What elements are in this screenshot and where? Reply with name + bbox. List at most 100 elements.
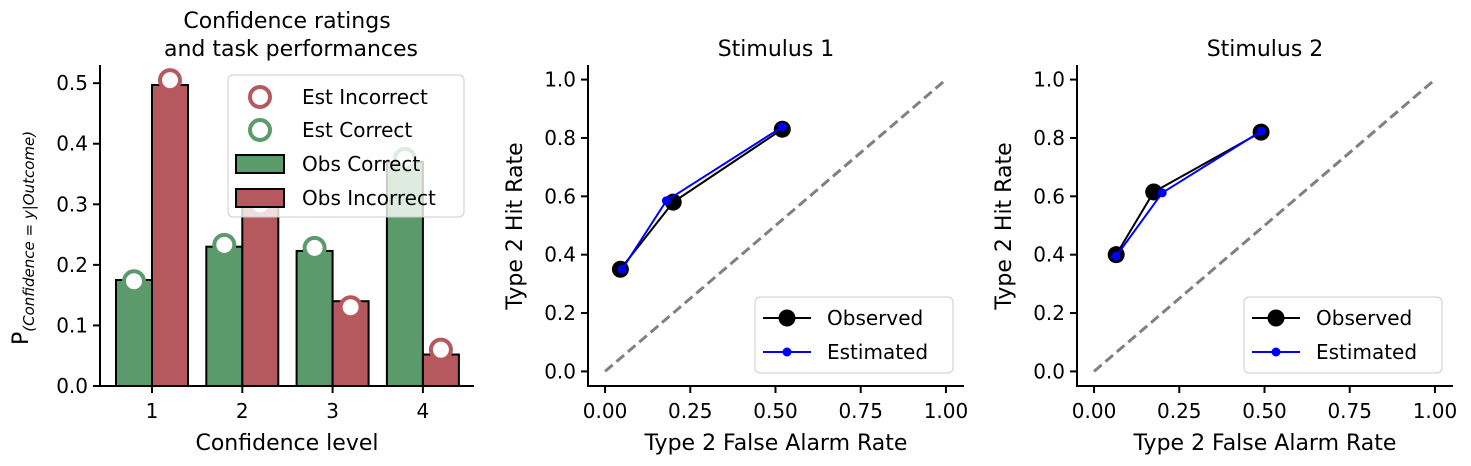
x-tick-label: 0.50 [753,399,798,423]
y-tick-label: 0.5 [56,71,88,95]
chart-title-line-2: and task performances [164,37,418,62]
y-tick-label: 0.1 [56,313,88,337]
plot-area [604,78,947,373]
bar-obs-correct [295,249,334,387]
estimated-line [1115,130,1262,257]
y-tick-label: 0.3 [56,192,88,216]
x-tick-label: 0.25 [1157,399,1202,423]
svg-text:P(Confidence = y|Outcome): P(Confidence = y|Outcome) [9,131,38,345]
x-tick-label: 0.75 [838,399,883,423]
confidence-bar-chart: Confidence ratings and task performances… [9,9,474,456]
estimated-point [1111,251,1121,261]
legend-obs-incorrect: Obs Incorrect [302,186,436,210]
estimated-point [777,122,787,132]
x-tick-label: 1.00 [1413,399,1458,423]
plot-area [1093,78,1436,373]
bar-obs-correct [205,245,244,387]
x-tick-label: 0.75 [1327,399,1372,423]
legend-estimated: Estimated [1316,340,1417,364]
legend-estimated: Estimated [827,340,928,364]
y-tick-label: 0.4 [544,243,576,267]
legend-est-correct-marker [248,118,272,142]
marker-est-correct [212,232,237,257]
legend: Observed Estimated [1243,296,1443,374]
legend-est-correct: Est Correct [302,118,412,142]
marker-est-incorrect [338,295,363,320]
x-tick-label: 0.00 [583,399,628,423]
x-ticks: 0.00 0.25 0.50 0.75 1.00 [1072,386,1457,423]
estimated-point [617,264,627,274]
legend-observed-marker [1267,309,1285,327]
y-tick-label: 0.8 [1033,126,1065,150]
legend-estimated-marker [1271,347,1281,357]
y-tick-label: 1.0 [1033,68,1065,92]
x-tick-label: 0.50 [1242,399,1287,423]
y-tick-label: 0.4 [56,132,88,156]
x-tick-label: 3 [326,399,339,423]
marker-est-incorrect [158,68,182,93]
estimated-line [621,126,783,270]
observed-line [1115,131,1262,256]
x-tick-label: 0.25 [668,399,713,423]
x-tick-label: 2 [236,399,249,423]
y-axis-label-main: P [9,332,34,345]
x-tick-label: 1.00 [924,399,969,423]
x-ticks: 0.00 0.25 0.50 0.75 1.00 [583,386,968,423]
bar-obs-correct [115,279,153,387]
y-ticks: 0.0 0.2 0.4 0.6 0.8 1.0 [544,68,588,383]
y-axis-label: P(Confidence = y|Outcome) [9,131,38,345]
legend-observed: Observed [827,306,923,330]
x-tick-label: 1 [146,399,159,423]
legend-observed: Observed [1316,306,1412,330]
bar-obs-incorrect [241,197,280,387]
estimated-point [1256,126,1266,136]
y-tick-label: 0.6 [1033,184,1065,208]
estimated-point [1157,188,1167,198]
y-ticks: 0.0 0.1 0.2 0.3 0.4 0.5 [56,71,100,398]
legend-obs-correct: Obs Correct [302,152,420,176]
marker-est-incorrect [428,337,453,362]
marker-est-correct [302,235,327,260]
stimulus-2-roc-chart: Stimulus 2 0.00.20.40.60.81.0 0.00 0.25 0.… [992,37,1457,456]
x-axis-label: Confidence level [195,431,378,456]
y-axis-label-subscript: (Confidence = y|Outcome) [20,131,38,332]
y-tick-label: 0.2 [1033,301,1065,325]
y-axis-label: Type 2 Hit Rate [992,142,1017,310]
legend-obs-incorrect-swatch [235,188,285,208]
observed-point [1145,183,1163,201]
y-tick-label: 0.2 [56,253,88,277]
stimulus-1-roc-chart: Stimulus 1 0.00.20.40.60.81.0 0.00 0.25 0.… [503,37,968,456]
y-tick-label: 0.2 [544,301,576,325]
y-axis-label: Type 2 Hit Rate [503,142,528,310]
legend: Observed Estimated [754,296,954,374]
chart-title: Stimulus 2 [1207,37,1324,62]
y-tick-label: 1.0 [544,68,576,92]
observed-line [619,128,783,270]
x-tick-label: 0.00 [1072,399,1117,423]
legend-est-incorrect: Est Incorrect [302,85,428,109]
y-tick-label: 0.6 [544,184,576,208]
chart-title: Stimulus 1 [718,37,835,62]
legend-est-incorrect-marker [248,85,272,109]
estimated-point [661,196,671,206]
y-ticks: 0.0 0.2 0.4 0.6 0.8 1.0 [1033,68,1077,383]
legend: Est Incorrect Est Correct Obs Correct Ob… [227,74,465,218]
legend-frame [1243,296,1443,374]
y-tick-label: 0.8 [544,126,576,150]
x-tick-label: 4 [417,399,430,423]
x-axis-label: Type 2 False Alarm Rate [1133,431,1397,456]
y-tick-label: 0.4 [1033,243,1065,267]
y-tick-label: 0.0 [56,374,88,398]
legend-estimated-marker [782,347,792,357]
x-axis-label: Type 2 False Alarm Rate [644,431,908,456]
y-tick-label: 0.0 [1033,359,1065,383]
x-ticks: 1 2 3 4 [146,386,430,423]
chart-title-line-1: Confidence ratings [183,9,390,34]
legend-observed-marker [778,309,796,327]
legend-frame [754,296,954,374]
marker-est-correct [122,269,146,294]
legend-frame [227,74,465,218]
bar-obs-incorrect [151,83,189,388]
legend-obs-correct-swatch [235,154,285,174]
